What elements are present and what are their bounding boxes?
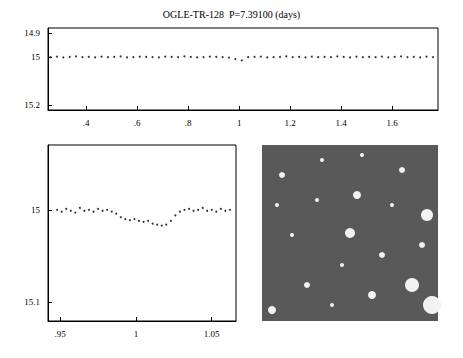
- svg-text:15.1: 15.1: [24, 297, 40, 307]
- svg-text:.6: .6: [134, 118, 141, 128]
- svg-text:1.6: 1.6: [386, 118, 398, 128]
- svg-text:OGLE-TR-128 P=7.39100 (days): OGLE-TR-128 P=7.39100 (days): [163, 9, 300, 21]
- svg-text:1.05: 1.05: [204, 329, 220, 339]
- svg-text:1.2: 1.2: [285, 118, 296, 128]
- svg-text:.8: .8: [185, 118, 192, 128]
- svg-text:.4: .4: [83, 118, 90, 128]
- svg-text:.95: .95: [55, 329, 67, 339]
- svg-text:15: 15: [31, 52, 41, 62]
- svg-text:14.9: 14.9: [24, 28, 40, 38]
- svg-text:1.4: 1.4: [336, 118, 348, 128]
- svg-text:1: 1: [134, 329, 139, 339]
- svg-text:15.2: 15.2: [24, 100, 40, 110]
- svg-text:15: 15: [31, 205, 41, 215]
- svg-text:1: 1: [237, 118, 242, 128]
